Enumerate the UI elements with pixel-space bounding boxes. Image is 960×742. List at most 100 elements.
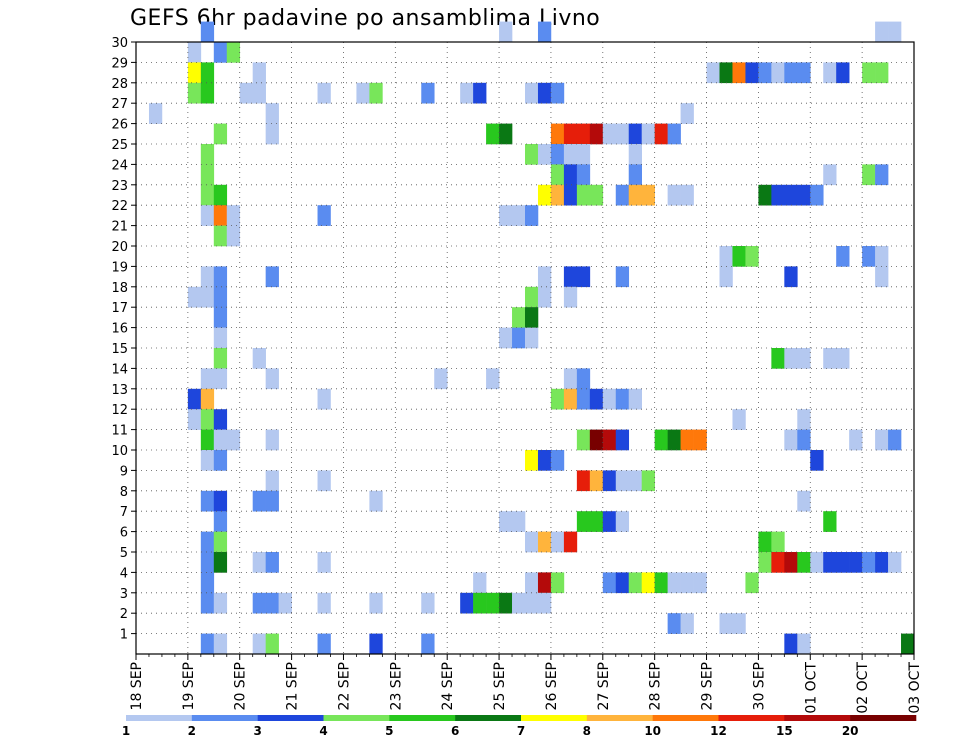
heatmap-cell [473,572,487,594]
heatmap-cell [550,82,565,104]
heatmap-cell [589,123,604,145]
heatmap-cell [875,429,889,451]
heatmap-cell [525,531,539,553]
heatmap-cell [200,368,215,390]
heatmap-cell [602,388,617,410]
x-tick-label: 28 SEP [648,662,664,710]
legend-label: 4 [319,724,327,738]
heatmap-cell [200,429,215,451]
heatmap-cell [589,429,604,451]
heatmap-cell [200,62,215,84]
heatmap-cell [525,592,539,614]
heatmap-cell [317,205,331,226]
heatmap-cell [719,266,733,288]
x-tick-label: 27 SEP [596,662,612,710]
heatmap-cell [628,572,642,594]
heatmap-cell [265,266,279,288]
heatmap-cell [213,286,228,308]
heatmap-cell [875,164,889,186]
heatmap-cell [615,184,630,206]
heatmap-cell [525,572,539,594]
heatmap-cell [213,511,228,532]
legend-label: 7 [517,724,525,738]
heatmap-cell [200,409,215,430]
heatmap-cell [200,205,215,226]
x-tick-label: 26 SEP [544,662,560,710]
heatmap-cell [499,511,513,532]
heatmap-cell [576,429,591,451]
x-tick-label: 03 OCT [907,662,923,714]
heatmap-cell [369,82,383,104]
heatmap-cell [252,633,266,655]
heatmap-cell [875,246,889,267]
heatmap-cell [602,470,617,492]
heatmap-cell [576,511,591,532]
heatmap-cell [771,184,785,206]
heatmap-cell [200,21,215,43]
legend-label: 12 [710,724,727,738]
heatmap-cell [213,225,228,247]
heatmap-cell [200,164,215,186]
y-tick-label: 14 [111,362,128,377]
heatmap-cell [252,592,266,614]
heatmap-cell [628,123,642,145]
heatmap-cell [667,613,681,634]
heatmap-cell [187,409,202,430]
heatmap-cell [550,388,565,410]
heatmap-cell [615,123,630,145]
heatmap-cell [563,531,578,553]
legend-swatch [521,715,588,721]
heatmap-cell [745,572,759,594]
heatmap-cell [745,62,759,84]
heatmap-cell [719,62,733,84]
y-tick-label: 28 [111,77,128,92]
heatmap-cell [693,429,707,451]
heatmap-cell [602,572,617,594]
heatmap-cell [187,82,202,104]
heatmap-cell [486,592,500,614]
heatmap-cell [473,592,487,614]
legend-label: 20 [842,724,859,738]
heatmap-cell [563,286,578,308]
heatmap-cell [213,490,228,512]
heatmap-cell [525,327,539,349]
heatmap-cell [576,266,591,288]
heatmap-cell [576,184,591,206]
heatmap-cell [265,552,279,573]
heatmap-cell [187,286,202,308]
legend-label: 5 [385,724,393,738]
y-tick-label: 19 [111,260,128,275]
heatmap-cell [525,82,539,104]
heatmap-cell [200,490,215,512]
heatmap-cell [745,246,759,267]
heatmap-cell [758,531,772,553]
heatmap-cell [486,368,500,390]
heatmap-cell [550,572,565,594]
legend-swatch [126,715,193,721]
heatmap-cell [667,123,681,145]
heatmap-cell [810,184,824,206]
heatmap-cell [784,429,798,451]
heatmap-cell [525,286,539,308]
heatmap-cell [680,613,694,634]
y-tick-label: 1 [120,628,128,643]
heatmap-cell [421,633,435,655]
heatmap-cell [200,144,215,165]
heatmap-cell [784,62,798,84]
heatmap-cell [836,552,850,573]
heatmap-cell [317,633,331,655]
heatmap-cell [226,429,241,451]
heatmap-cell [213,531,228,553]
heatmap-cell [810,552,824,573]
heatmap-cell [615,511,630,532]
y-tick-label: 22 [111,199,128,214]
heatmap-cell [213,348,228,369]
y-tick-label: 26 [111,118,128,133]
heatmap-cell [667,184,681,206]
heatmap-cell [823,511,837,532]
heatmap-cell [200,388,215,410]
heatmap-cell [732,62,746,84]
heatmap-cell [421,592,435,614]
heatmap-cell [512,511,526,532]
x-tick-label: 29 SEP [700,662,716,710]
